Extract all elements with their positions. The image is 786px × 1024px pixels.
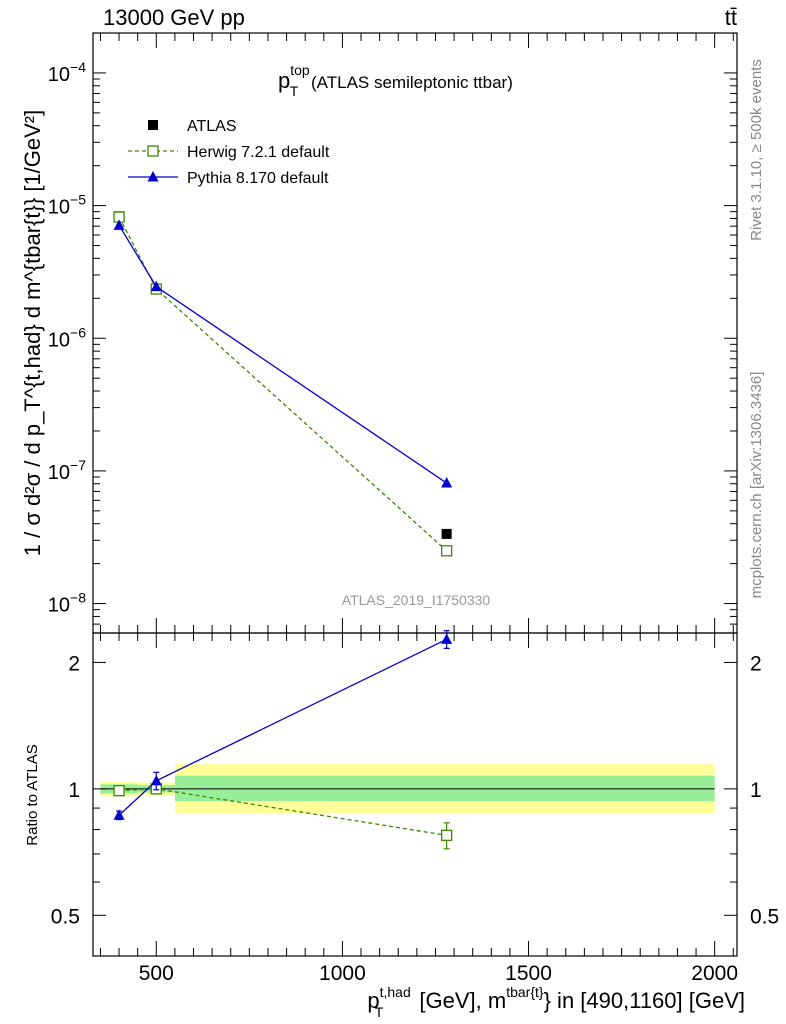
ytick-base: 10: [48, 197, 70, 219]
legend-marker-0: [148, 120, 158, 130]
rivet-version-label: Rivet 3.1.10, ≥ 500k events: [748, 59, 765, 241]
main-point-2-2: [441, 477, 453, 488]
analysis-watermark: ATLAS_2019_I1750330: [342, 592, 491, 608]
main-ytick-label-4: 10−4: [48, 59, 86, 86]
header-right-label: tt̄: [725, 5, 737, 30]
ratio-ytick-label-right-2: 2: [750, 652, 762, 675]
main-ytick-label-0: 10−8: [48, 590, 86, 617]
ratio-ytick-label-right-1: 1: [750, 779, 762, 802]
header-left-label: 13000 GeV pp: [103, 5, 245, 30]
ytick-base: 10: [48, 462, 70, 484]
ratio-point-0-0: [113, 785, 125, 797]
title-subscript: T: [290, 83, 299, 99]
xtick-label-1: 1000: [319, 962, 366, 985]
ratio-ytick-label-left-0: 0.5: [51, 905, 80, 928]
xlabel-p-superscript: t,had: [380, 984, 411, 1000]
xtick-label-2: 1500: [505, 962, 552, 985]
x-axis-label: pt,had T [GeV], mtbar{t}} in [490,1160] […: [367, 984, 745, 1020]
main-title: ptop T (ATLAS semileptonic ttbar): [278, 62, 513, 99]
ratio-ytick-label-left-2: 2: [68, 652, 80, 675]
xlabel-middle: [GeV], m: [413, 988, 506, 1013]
ratio-plot-frame: [92, 632, 738, 957]
xtick-label-0: 500: [139, 962, 174, 985]
main-point-2-1: [150, 280, 162, 292]
ratio-ylabel: Ratio to ATLAS: [24, 744, 41, 845]
ytick-base: 10: [48, 64, 70, 86]
xtick-label-3: 2000: [691, 962, 738, 985]
main-series-line-2: [118, 224, 448, 484]
ytick-exponent: −5: [70, 192, 86, 208]
ratio-point-1-1: [150, 774, 162, 786]
mcplots-label: mcplots.cern.ch [arXiv:1306.3436]: [748, 372, 765, 599]
legend-marker-1: [147, 145, 159, 157]
legend-label-2: Pythia 8.170 default: [187, 170, 329, 187]
legend-label-0: ATLAS: [187, 118, 237, 135]
ytick-exponent: −8: [70, 590, 86, 606]
main-ytick-label-3: 10−5: [48, 192, 86, 219]
ratio-point-0-2: [440, 829, 453, 842]
main-point-2-0: [113, 219, 125, 230]
plot-frames: [92, 32, 738, 957]
title-rest: (ATLAS semileptonic ttbar): [306, 73, 513, 92]
xlabel-end: } in [490,1160] [GeV]: [544, 988, 745, 1013]
main-ytick-label-2: 10−6: [48, 324, 86, 351]
ratio-ytick-label-right-0: 0.5: [750, 905, 779, 928]
ratio-point-1-0: [113, 809, 125, 820]
legend-label-1: Herwig 7.2.1 default: [187, 144, 330, 161]
xlabel-p: p: [367, 988, 379, 1013]
title-base: p: [278, 68, 290, 93]
title-superscript: top: [290, 62, 310, 78]
ytick-exponent: −4: [70, 59, 86, 75]
xlabel-m-superscript: tbar{t}: [506, 984, 544, 1000]
main-point-1-2: [440, 545, 453, 557]
axis-ticks: [93, 32, 737, 957]
ratio-ytick-label-left-1: 1: [68, 779, 80, 802]
ytick-exponent: −6: [70, 324, 86, 340]
xlabel-p-subscript: T: [375, 1004, 384, 1020]
main-series-line-1: [118, 216, 448, 552]
main-ylabel: 1 / σ d²σ / d p_T^{t,had} d m^{tbar{t}} …: [20, 110, 45, 557]
ytick-base: 10: [48, 329, 70, 351]
main-ytick-label-1: 10−7: [48, 457, 86, 484]
legend-marker-2: [147, 171, 159, 182]
ytick-base: 10: [48, 595, 70, 617]
ytick-exponent: −7: [70, 457, 86, 473]
ratio-point-1-2: [441, 633, 453, 644]
main-point-0-2: [441, 528, 452, 539]
series-layer: [113, 211, 453, 850]
